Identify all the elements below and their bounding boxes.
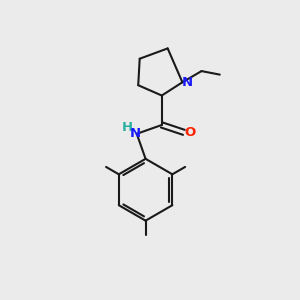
Text: N: N bbox=[130, 127, 141, 140]
Text: O: O bbox=[185, 126, 196, 140]
Text: H: H bbox=[122, 121, 133, 134]
Text: N: N bbox=[182, 76, 193, 89]
